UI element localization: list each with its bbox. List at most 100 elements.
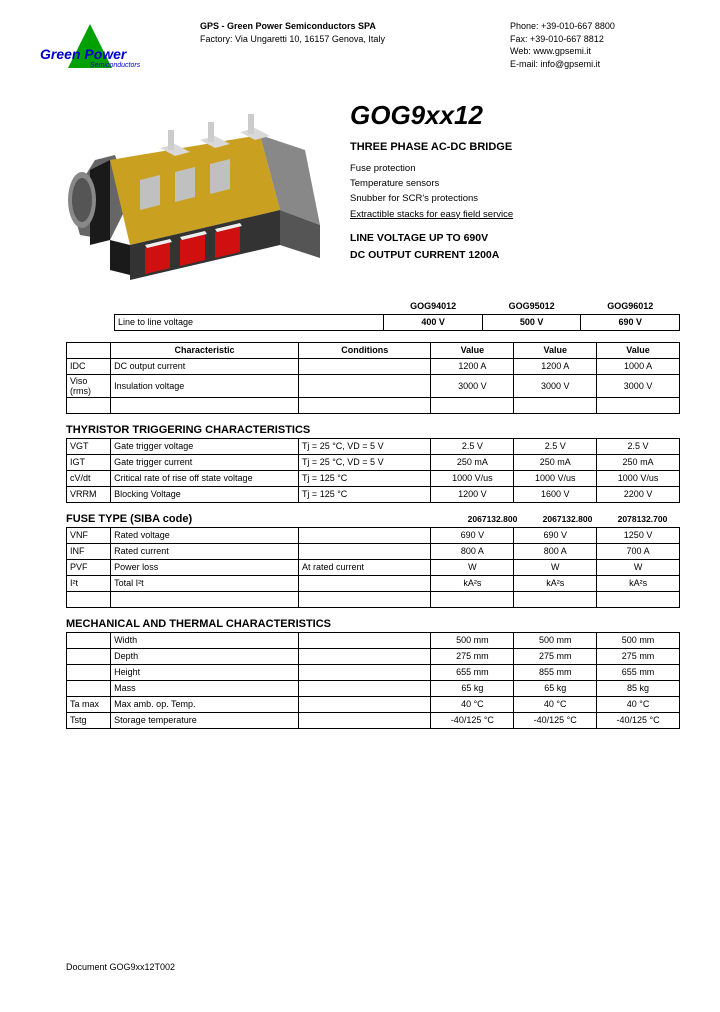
mechanical-table: Width500 mm500 mm500 mmDepth275 mm275 mm…	[66, 632, 680, 729]
table-row: IDCDC output current1200 A1200 A1000 A	[67, 358, 680, 374]
value-cell: 655 mm	[597, 664, 680, 680]
table-row: INFRated current800 A800 A700 A	[67, 543, 680, 559]
cond-cell: Tj = 125 °C	[298, 470, 431, 486]
value-cell: 1000 V/us	[514, 470, 597, 486]
value-cell: kA²s	[597, 575, 680, 591]
value-cell: 250 mA	[597, 454, 680, 470]
table-row: I²tTotal I²tkA²skA²skA²s	[67, 575, 680, 591]
char-cell: Rated current	[111, 543, 299, 559]
value-cell: 3000 V	[431, 374, 514, 397]
value-cell	[431, 397, 514, 413]
symbol-cell: VNF	[67, 527, 111, 543]
product-hero: GOG9xx12 THREE PHASE AC-DC BRIDGE Fuse p…	[0, 90, 720, 298]
contact-fax: Fax: +39-010-667 8812	[510, 33, 680, 46]
col-header: Value	[514, 342, 597, 358]
value-cell: 1250 V	[597, 527, 680, 543]
spec-line: LINE VOLTAGE UP TO 690V	[350, 230, 680, 247]
variant-value: 690 V	[581, 314, 680, 330]
product-subtitle: THREE PHASE AC-DC BRIDGE	[350, 141, 680, 153]
char-cell: Width	[111, 632, 299, 648]
value-cell: 250 mA	[514, 454, 597, 470]
value-cell: 1000 V/us	[431, 470, 514, 486]
symbol-cell	[67, 648, 111, 664]
logo-brand: Green Power	[40, 46, 126, 62]
value-cell: 40 °C	[597, 696, 680, 712]
value-cell	[597, 397, 680, 413]
value-cell: 275 mm	[514, 648, 597, 664]
value-cell: 40 °C	[431, 696, 514, 712]
symbol-cell: IDC	[67, 358, 111, 374]
variant-value: 400 V	[384, 314, 483, 330]
variant-header: GOG95012	[482, 298, 581, 314]
cond-cell: At rated current	[298, 559, 431, 575]
symbol-cell	[67, 632, 111, 648]
product-title: GOG9xx12	[350, 100, 680, 131]
cond-cell	[298, 374, 431, 397]
value-cell: 275 mm	[597, 648, 680, 664]
fuse-table: VNFRated voltage690 V690 V1250 VINFRated…	[66, 527, 680, 608]
char-cell: Critical rate of rise off state voltage	[111, 470, 299, 486]
cond-cell	[298, 527, 431, 543]
value-cell: 655 mm	[431, 664, 514, 680]
variant-row-label: Line to line voltage	[115, 314, 384, 330]
value-cell: 1200 A	[431, 358, 514, 374]
char-cell	[111, 397, 299, 413]
value-cell: 800 A	[431, 543, 514, 559]
table-row: PVFPower lossAt rated currentWWW	[67, 559, 680, 575]
table-row: Height655 mm855 mm655 mm	[67, 664, 680, 680]
table-row: Mass65 kg65 kg85 kg	[67, 680, 680, 696]
symbol-cell: PVF	[67, 559, 111, 575]
product-image	[60, 100, 330, 290]
value-cell: 690 V	[431, 527, 514, 543]
value-cell: kA²s	[431, 575, 514, 591]
variant-value: 500 V	[482, 314, 581, 330]
logo-subtitle: Semiconductors	[90, 62, 140, 69]
value-cell: 2200 V	[597, 486, 680, 502]
cond-cell	[298, 397, 431, 413]
variant-header: GOG96012	[581, 298, 680, 314]
table-row: TstgStorage temperature-40/125 °C-40/125…	[67, 712, 680, 728]
document-footer: Document GOG9xx12T002	[66, 962, 175, 972]
cond-cell	[298, 648, 431, 664]
product-info: GOG9xx12 THREE PHASE AC-DC BRIDGE Fuse p…	[350, 100, 680, 263]
symbol-cell: VRRM	[67, 486, 111, 502]
cond-cell	[298, 712, 431, 728]
section-title-thyristor: THYRISTOR TRIGGERING CHARACTERISTICS	[66, 424, 680, 436]
value-cell: 1600 V	[514, 486, 597, 502]
table-row: cV/dtCritical rate of rise off state vol…	[67, 470, 680, 486]
value-cell	[597, 591, 680, 607]
symbol-cell: INF	[67, 543, 111, 559]
value-cell: W	[597, 559, 680, 575]
cond-cell	[298, 575, 431, 591]
char-cell: Height	[111, 664, 299, 680]
value-cell	[431, 591, 514, 607]
symbol-cell	[67, 591, 111, 607]
cond-cell: Tj = 125 °C	[298, 486, 431, 502]
col-header: Value	[431, 342, 514, 358]
symbol-cell	[67, 397, 111, 413]
value-cell: 3000 V	[597, 374, 680, 397]
cond-cell	[298, 680, 431, 696]
cond-cell	[298, 543, 431, 559]
cond-cell: Tj = 25 °C, VD = 5 V	[298, 438, 431, 454]
value-cell	[514, 397, 597, 413]
char-cell: Power loss	[111, 559, 299, 575]
table-row	[67, 591, 680, 607]
contact-email: E-mail: info@gpsemi.it	[510, 58, 680, 71]
table-row: VRRMBlocking VoltageTj = 125 °C1200 V160…	[67, 486, 680, 502]
product-specs: LINE VOLTAGE UP TO 690V DC OUTPUT CURREN…	[350, 230, 680, 264]
section-title-mechanical: MECHANICAL AND THERMAL CHARACTERISTICS	[66, 618, 680, 630]
symbol-cell: Tstg	[67, 712, 111, 728]
char-cell: Insulation voltage	[111, 374, 299, 397]
char-cell: Max amb. op. Temp.	[111, 696, 299, 712]
fuse-title-text: FUSE TYPE (SIBA code)	[66, 513, 192, 525]
value-cell: 500 mm	[431, 632, 514, 648]
value-cell: 1200 V	[431, 486, 514, 502]
fuse-code: 2078132.700	[605, 514, 680, 524]
symbol-cell: I²t	[67, 575, 111, 591]
cond-cell	[298, 632, 431, 648]
col-header: Value	[597, 342, 680, 358]
table-row: VGTGate trigger voltageTj = 25 °C, VD = …	[67, 438, 680, 454]
variant-header: GOG94012	[384, 298, 483, 314]
value-cell: 500 mm	[597, 632, 680, 648]
